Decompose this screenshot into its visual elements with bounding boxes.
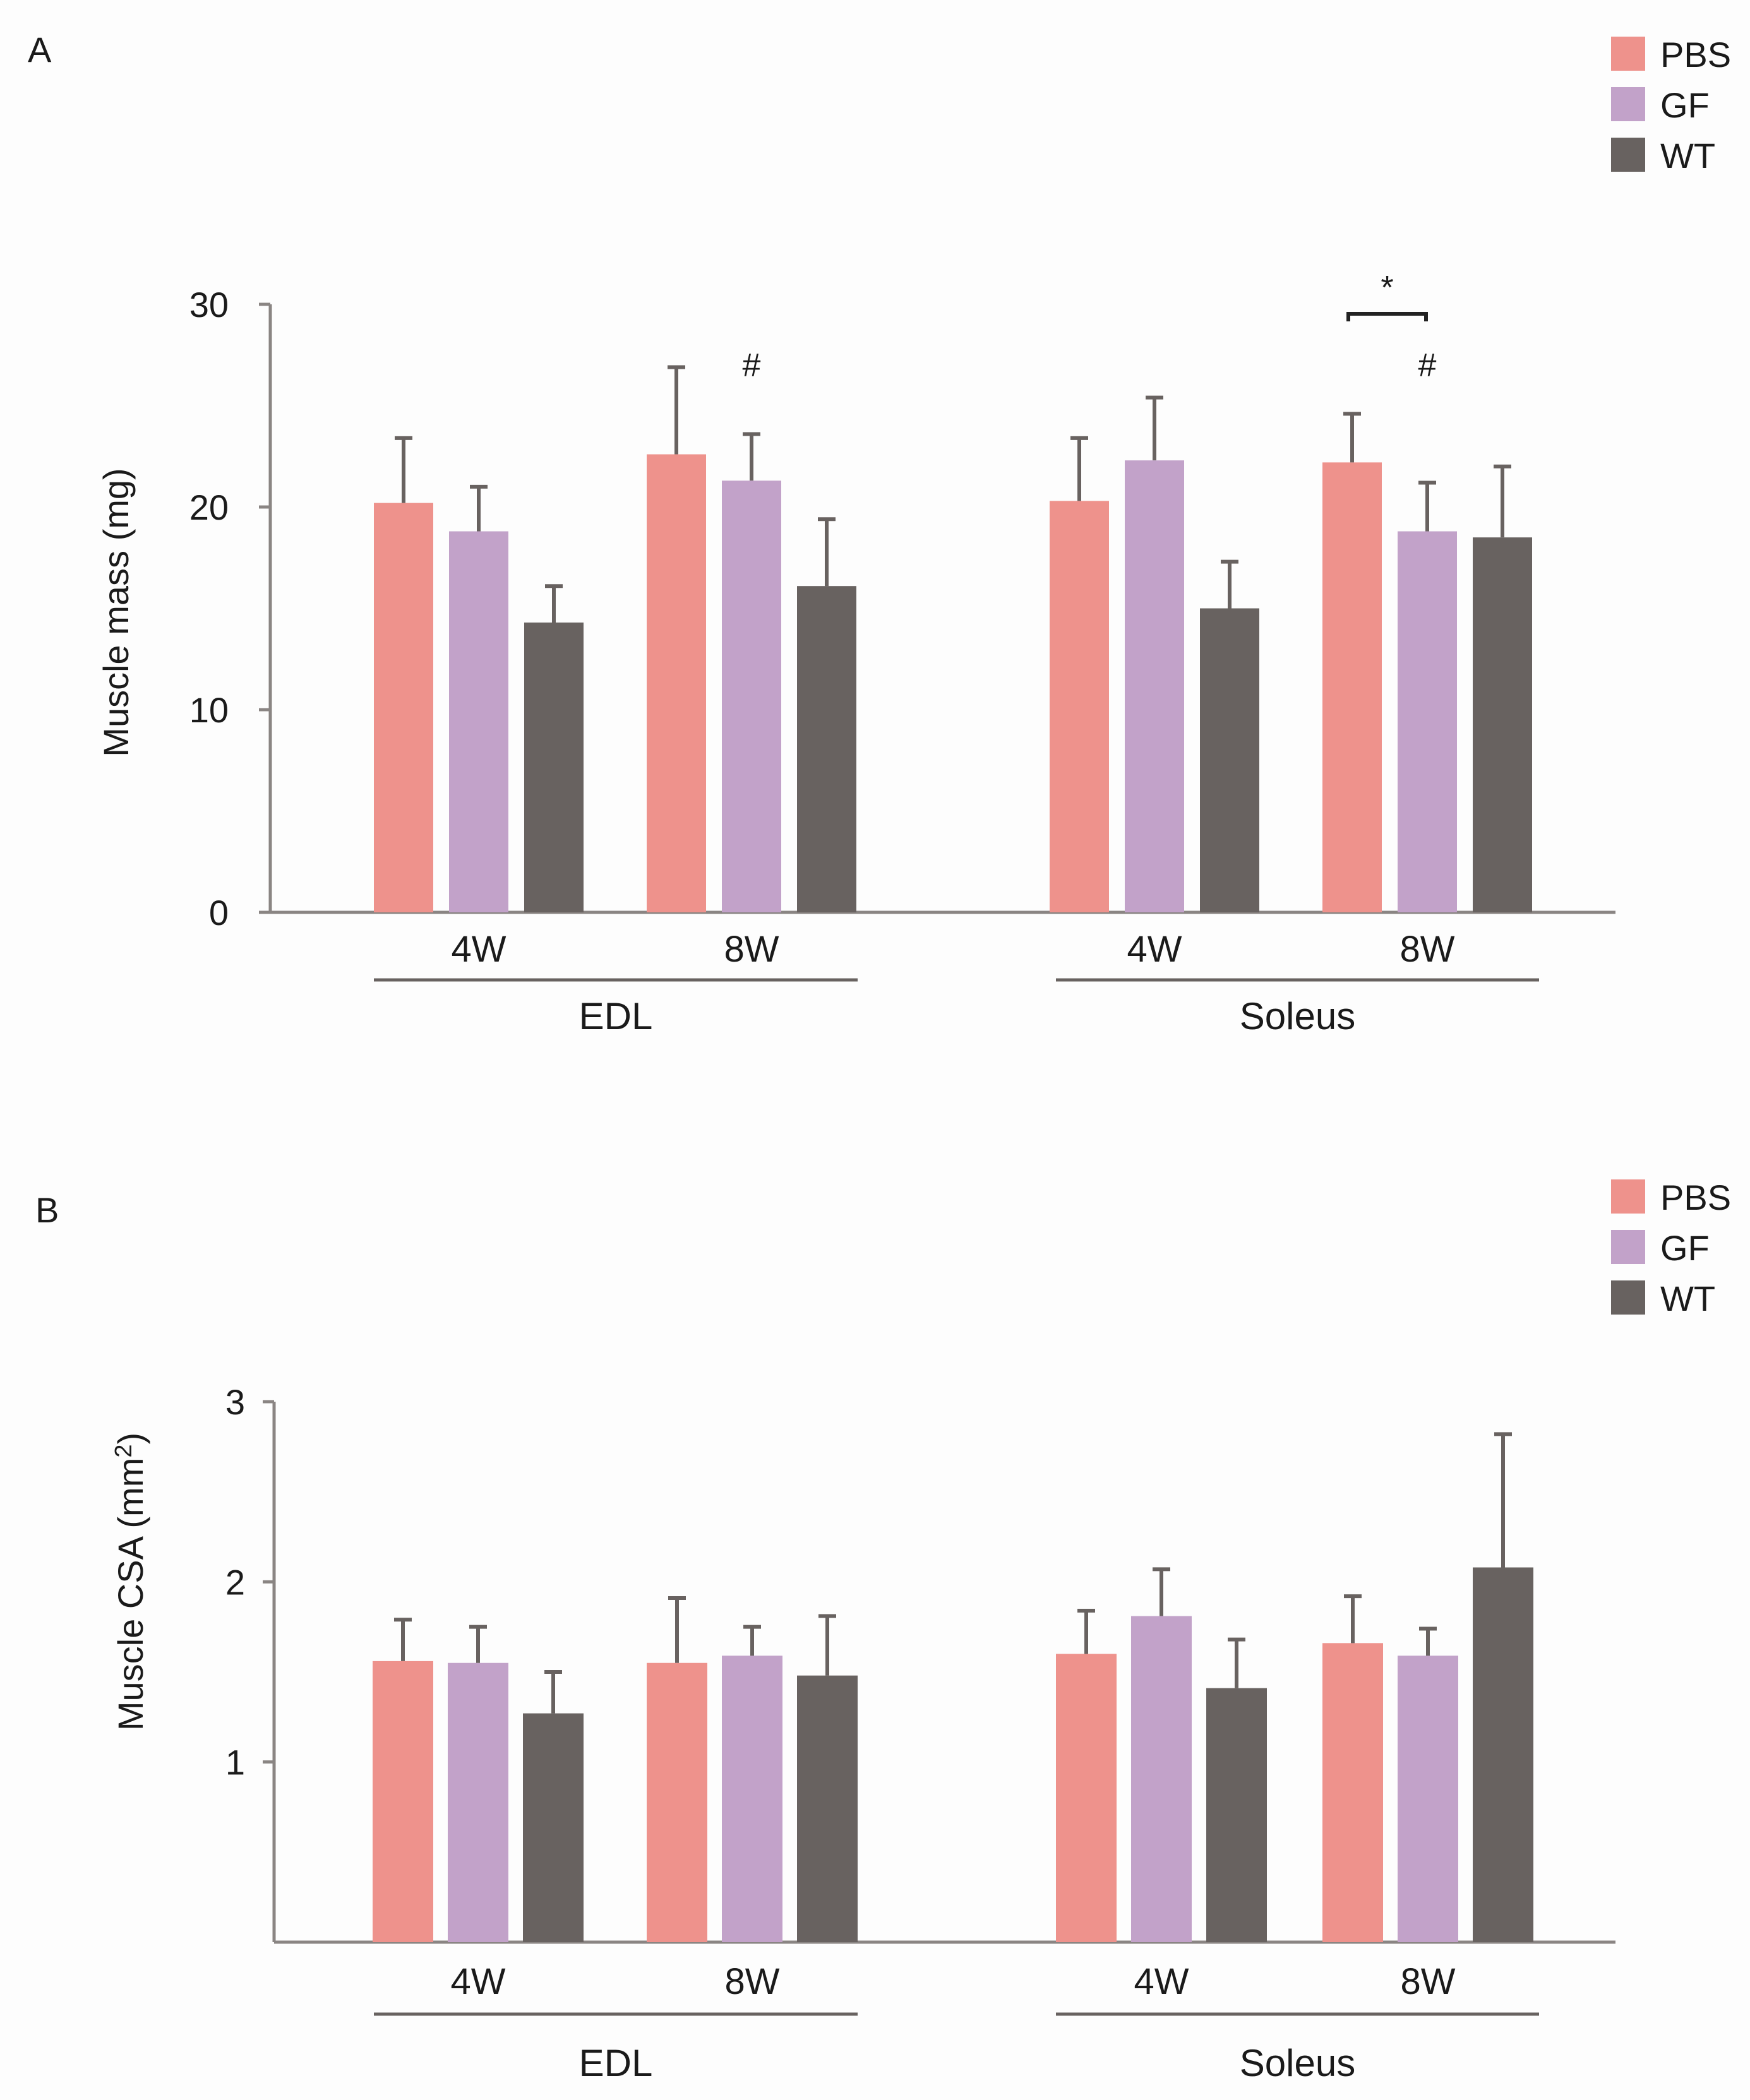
- y-tick-label-b: 3: [225, 1382, 245, 1422]
- legend-swatch-wt: [1611, 1280, 1645, 1315]
- legend-label-wt: WT: [1660, 136, 1715, 176]
- bar-gf: [1131, 1616, 1192, 1942]
- bar-pbs: [1056, 1654, 1117, 1942]
- category-label: 4W: [1127, 929, 1182, 970]
- bar-wt: [1473, 1567, 1533, 1942]
- y-axis-label-b-superscript: 2: [111, 1445, 137, 1458]
- legend-label-pbs: PBS: [1660, 35, 1731, 75]
- y-tick-label-a: 0: [209, 893, 229, 933]
- bar-gf: [722, 1656, 782, 1942]
- group-label-soleus: Soleus: [1240, 2042, 1355, 2084]
- bar-wt: [1206, 1688, 1267, 1942]
- y-axis-label-b: Muscle CSA (mm2): [111, 1433, 150, 1731]
- bar-wt: [797, 1675, 858, 1942]
- panel-a-letter: A: [28, 30, 52, 69]
- bar-gf: [722, 480, 781, 912]
- bar-wt: [1473, 537, 1532, 912]
- significance-hash: #: [1418, 347, 1437, 384]
- legend-swatch-pbs: [1611, 1179, 1645, 1214]
- significance-bracket: [1346, 312, 1428, 321]
- bar-gf: [448, 1662, 508, 1942]
- bar-gf: [1398, 1656, 1458, 1942]
- bar-wt: [523, 1713, 584, 1942]
- y-axis-label-b-end: ): [111, 1433, 150, 1445]
- category-label: 8W: [1401, 1961, 1456, 2002]
- y-axis-label-b-main: Muscle CSA (mm: [111, 1458, 150, 1731]
- plot-area-a: 0 10 20 30 4W 8W 4W 8W EDL Soleus # # *: [189, 270, 1615, 1037]
- y-axis-label-a: Muscle mass (mg): [96, 468, 136, 756]
- group-label-edl: EDL: [579, 2042, 653, 2084]
- group-label-edl: EDL: [579, 995, 653, 1037]
- category-label: 4W: [1134, 1961, 1189, 2002]
- significance-star: *: [1381, 270, 1393, 306]
- legend-swatch-gf: [1611, 87, 1645, 121]
- bar-wt: [524, 622, 584, 912]
- legend-a: PBS GF WT: [1611, 35, 1731, 176]
- y-tick-label-b: 2: [225, 1562, 245, 1602]
- category-label: 8W: [724, 929, 779, 970]
- y-tick-label-a: 20: [189, 487, 229, 527]
- legend-swatch-wt: [1611, 138, 1645, 172]
- bar-pbs: [647, 1662, 707, 1942]
- category-label: 8W: [725, 1961, 780, 2002]
- legend-b: PBS GF WT: [1611, 1178, 1731, 1318]
- y-tick-label-a: 10: [189, 690, 229, 730]
- bar-gf: [449, 531, 508, 912]
- bar-pbs: [374, 503, 433, 912]
- legend-label-gf: GF: [1660, 1228, 1710, 1268]
- legend-label-pbs: PBS: [1660, 1178, 1731, 1217]
- legend-swatch-pbs: [1611, 37, 1645, 71]
- significance-hash: #: [743, 347, 761, 384]
- bar-wt: [1200, 608, 1259, 912]
- y-tick-label-a: 30: [189, 285, 229, 325]
- bar-pbs: [647, 454, 706, 912]
- bar-pbs: [1322, 1643, 1383, 1942]
- bar-pbs: [373, 1661, 433, 1942]
- panel-b-letter: B: [35, 1190, 59, 1230]
- bar-wt: [797, 586, 856, 912]
- panel-a: A PBS GF WT Muscle mass (mg) 0 10 20 30 4W 8W 4W…: [28, 30, 1731, 1037]
- group-label-soleus: Soleus: [1240, 995, 1355, 1037]
- bar-gf: [1398, 531, 1457, 912]
- category-label: 4W: [451, 1961, 506, 2002]
- category-label: 8W: [1400, 929, 1455, 970]
- category-label: 4W: [452, 929, 506, 970]
- legend-label-wt: WT: [1660, 1279, 1715, 1318]
- bar-pbs: [1050, 501, 1109, 912]
- plot-area-b: 1 2 3 4W 8W 4W 8W EDL Soleus: [225, 1382, 1615, 2084]
- y-tick-label-b: 1: [225, 1743, 245, 1782]
- legend-swatch-gf: [1611, 1230, 1645, 1264]
- bar-pbs: [1322, 462, 1382, 912]
- bar-gf: [1125, 460, 1184, 912]
- legend-label-gf: GF: [1660, 85, 1710, 125]
